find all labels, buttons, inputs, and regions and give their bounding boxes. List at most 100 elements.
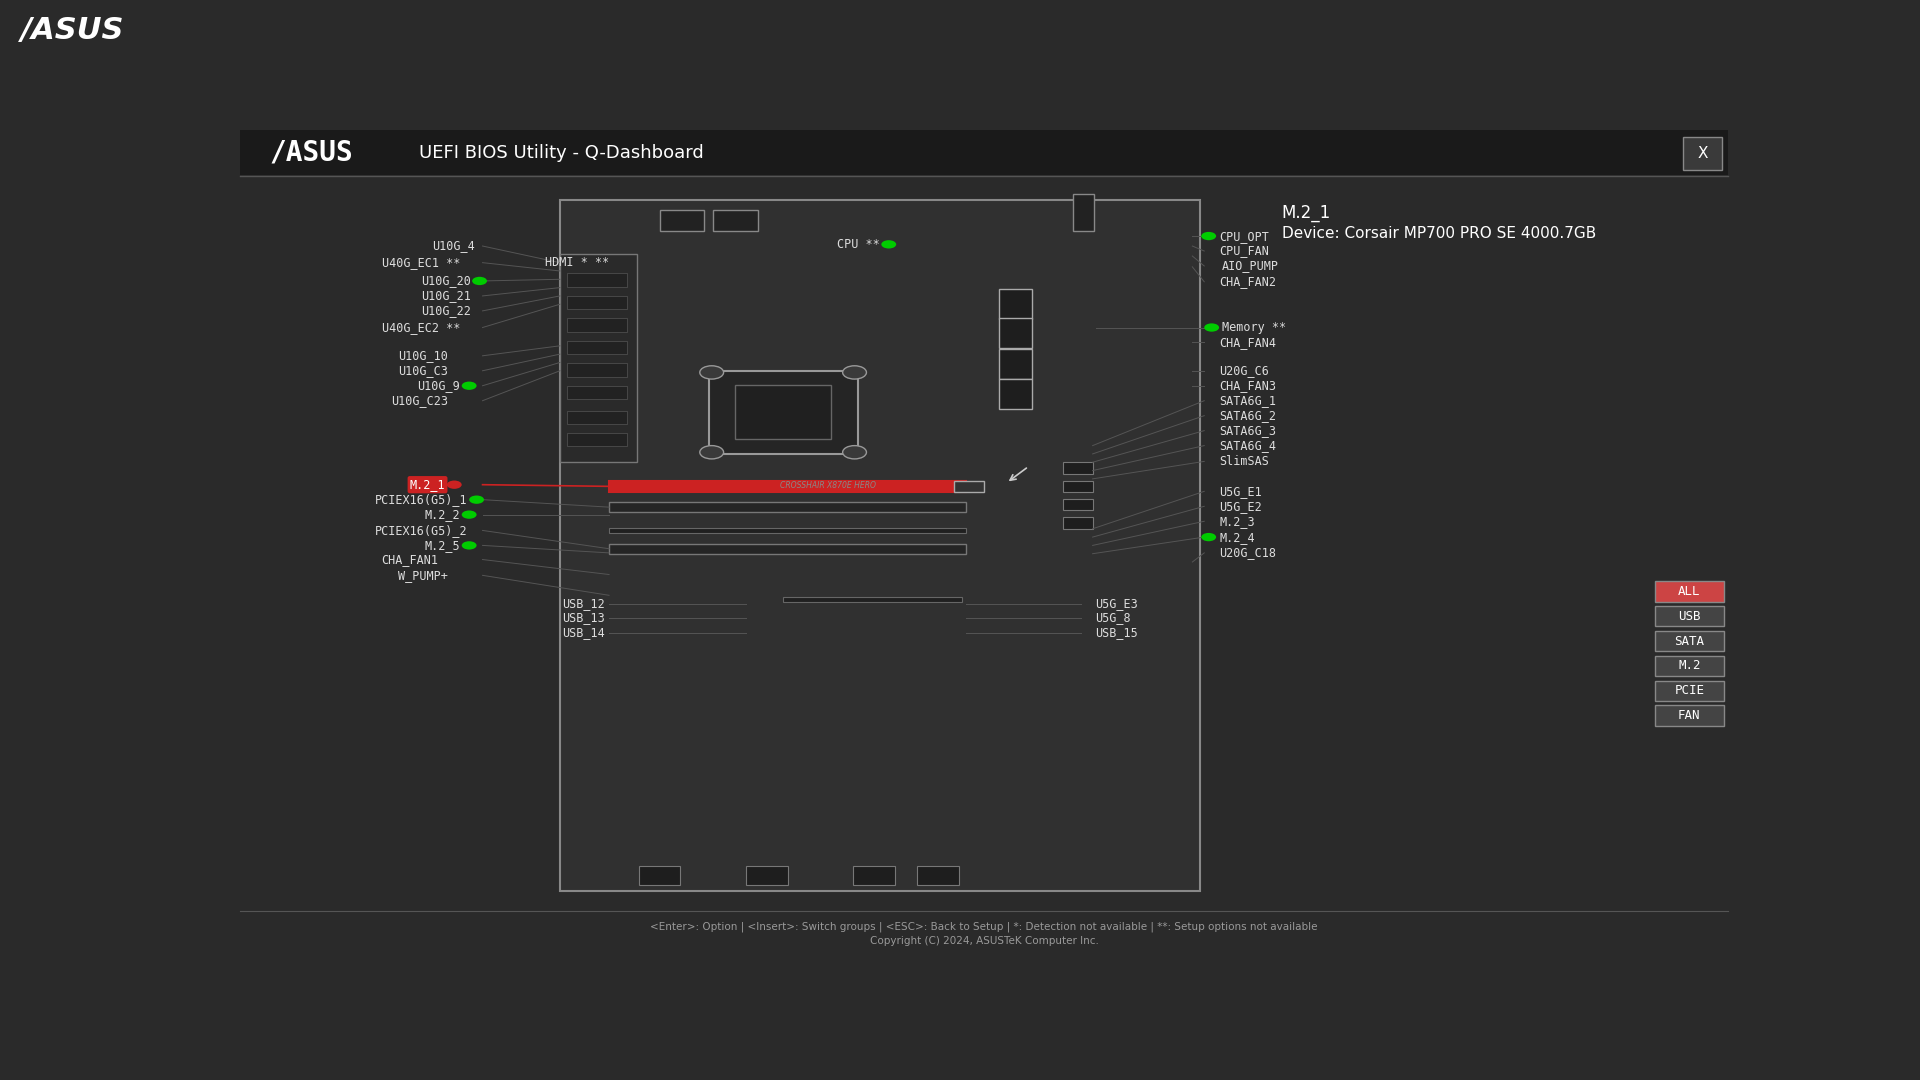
Text: Copyright (C) 2024, ASUSTeK Computer Inc.: Copyright (C) 2024, ASUSTeK Computer Inc…: [870, 936, 1098, 946]
Text: W_PUMP+: W_PUMP+: [399, 569, 449, 582]
Circle shape: [461, 541, 476, 550]
FancyBboxPatch shape: [954, 481, 983, 492]
Text: U10G_22: U10G_22: [420, 305, 470, 318]
FancyBboxPatch shape: [1064, 481, 1092, 492]
Text: FAN: FAN: [1678, 710, 1701, 723]
FancyBboxPatch shape: [568, 363, 626, 377]
Text: USB: USB: [1678, 609, 1701, 622]
Text: U10G_4: U10G_4: [432, 240, 474, 253]
Text: M.2_1: M.2_1: [1283, 204, 1331, 221]
Text: CROSSHAIR X870E HERO: CROSSHAIR X870E HERO: [780, 481, 876, 490]
Text: AIO_PUMP: AIO_PUMP: [1221, 259, 1279, 272]
Text: SATA: SATA: [1674, 635, 1705, 648]
Text: USB_15: USB_15: [1096, 626, 1139, 639]
Text: U10G_10: U10G_10: [399, 349, 449, 362]
FancyBboxPatch shape: [918, 866, 958, 885]
FancyBboxPatch shape: [1655, 606, 1724, 626]
Text: CHA_FAN2: CHA_FAN2: [1219, 275, 1277, 288]
Text: UEFI BIOS Utility - Q-Dashboard: UEFI BIOS Utility - Q-Dashboard: [419, 144, 703, 162]
Text: U10G_20: U10G_20: [420, 274, 470, 287]
FancyBboxPatch shape: [660, 211, 705, 231]
FancyBboxPatch shape: [998, 379, 1031, 409]
Circle shape: [1204, 323, 1219, 332]
Circle shape: [843, 366, 866, 379]
Text: U20G_C18: U20G_C18: [1219, 546, 1277, 559]
Text: M.2_5: M.2_5: [424, 539, 461, 552]
FancyBboxPatch shape: [1073, 193, 1094, 231]
Text: X: X: [1697, 146, 1709, 161]
Circle shape: [472, 276, 488, 285]
Text: SlimSAS: SlimSAS: [1219, 455, 1269, 468]
FancyBboxPatch shape: [568, 386, 626, 399]
Text: PCIEX16(G5)_1: PCIEX16(G5)_1: [374, 494, 468, 507]
FancyBboxPatch shape: [1064, 499, 1092, 511]
Text: PCIE: PCIE: [1674, 685, 1705, 698]
FancyBboxPatch shape: [852, 866, 895, 885]
Text: CHA_FAN4: CHA_FAN4: [1219, 336, 1277, 349]
Circle shape: [468, 496, 484, 503]
Text: U20G_C6: U20G_C6: [1219, 364, 1269, 377]
FancyBboxPatch shape: [639, 866, 680, 885]
Text: USB_12: USB_12: [563, 597, 605, 610]
FancyBboxPatch shape: [1655, 656, 1724, 676]
Text: CPU_OPT: CPU_OPT: [1219, 230, 1269, 243]
Text: U40G_EC2 **: U40G_EC2 **: [382, 321, 461, 334]
FancyBboxPatch shape: [568, 410, 626, 424]
Text: U10G_C3: U10G_C3: [399, 364, 449, 377]
FancyBboxPatch shape: [609, 528, 966, 532]
FancyBboxPatch shape: [568, 319, 626, 332]
Text: Memory **: Memory **: [1221, 321, 1286, 334]
Text: CPU_FAN: CPU_FAN: [1219, 244, 1269, 257]
Text: CPU **: CPU **: [837, 238, 879, 251]
Text: U5G_E2: U5G_E2: [1219, 500, 1261, 513]
FancyBboxPatch shape: [561, 200, 1200, 891]
Text: HDMI * **: HDMI * **: [545, 256, 609, 269]
Circle shape: [461, 381, 476, 390]
Circle shape: [1202, 232, 1215, 240]
FancyBboxPatch shape: [998, 289, 1031, 320]
FancyBboxPatch shape: [998, 319, 1031, 349]
Circle shape: [1202, 532, 1215, 541]
FancyBboxPatch shape: [1655, 581, 1724, 602]
FancyBboxPatch shape: [609, 481, 966, 492]
Text: ALL: ALL: [1678, 584, 1701, 597]
FancyBboxPatch shape: [1655, 631, 1724, 651]
Text: U10G_C23: U10G_C23: [392, 394, 449, 407]
Text: SATA6G_2: SATA6G_2: [1219, 409, 1277, 422]
FancyBboxPatch shape: [240, 130, 1728, 175]
Text: CHA_FAN3: CHA_FAN3: [1219, 379, 1277, 392]
Text: PCIEX16(G5)_2: PCIEX16(G5)_2: [374, 524, 468, 537]
Text: M.2_4: M.2_4: [1219, 530, 1256, 543]
FancyBboxPatch shape: [609, 543, 966, 554]
FancyBboxPatch shape: [1064, 517, 1092, 529]
Text: USB_14: USB_14: [563, 626, 605, 639]
FancyBboxPatch shape: [998, 349, 1031, 379]
Text: Device: Corsair MP700 PRO SE 4000.7GB: Device: Corsair MP700 PRO SE 4000.7GB: [1283, 226, 1596, 241]
FancyBboxPatch shape: [745, 866, 787, 885]
Text: U5G_E3: U5G_E3: [1096, 597, 1139, 610]
FancyBboxPatch shape: [735, 386, 831, 440]
FancyBboxPatch shape: [1064, 462, 1092, 474]
FancyBboxPatch shape: [1684, 137, 1722, 171]
Text: SATA6G_1: SATA6G_1: [1219, 394, 1277, 407]
FancyBboxPatch shape: [708, 370, 858, 454]
Text: SATA6G_4: SATA6G_4: [1219, 440, 1277, 453]
FancyBboxPatch shape: [561, 255, 637, 462]
Text: M.2_2: M.2_2: [424, 508, 461, 522]
Text: U5G_E1: U5G_E1: [1219, 485, 1261, 498]
Text: M.2_3: M.2_3: [1219, 515, 1256, 528]
FancyBboxPatch shape: [568, 433, 626, 446]
Circle shape: [699, 446, 724, 459]
FancyBboxPatch shape: [609, 502, 966, 512]
FancyBboxPatch shape: [568, 273, 626, 287]
FancyBboxPatch shape: [1655, 680, 1724, 701]
FancyBboxPatch shape: [568, 341, 626, 354]
Text: U5G_8: U5G_8: [1096, 611, 1131, 624]
Circle shape: [699, 366, 724, 379]
Circle shape: [447, 481, 461, 489]
Circle shape: [843, 446, 866, 459]
Text: U40G_EC1 **: U40G_EC1 **: [382, 256, 461, 269]
Circle shape: [881, 240, 897, 248]
Text: M.2_1: M.2_1: [409, 478, 445, 491]
Text: <Enter>: Option | <Insert>: Switch groups | <ESC>: Back to Setup | *: Detection : <Enter>: Option | <Insert>: Switch group…: [651, 921, 1317, 932]
